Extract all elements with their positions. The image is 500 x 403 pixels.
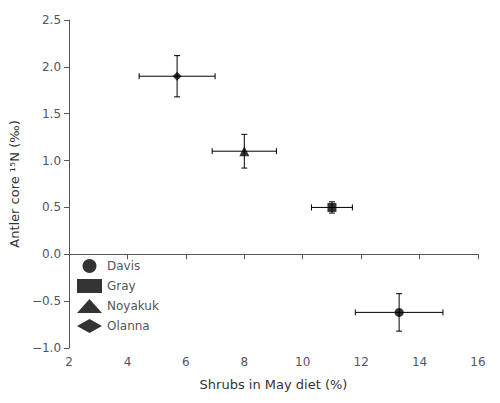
svg-text:−0.5: −0.5 (32, 294, 61, 308)
svg-text:−1.0: −1.0 (32, 341, 61, 355)
svg-text:Shrubs in May diet (%): Shrubs in May diet (%) (200, 377, 348, 392)
svg-text:2: 2 (65, 355, 73, 369)
svg-text:16: 16 (470, 355, 485, 369)
svg-text:Antler core ¹⁵N (‰): Antler core ¹⁵N (‰) (7, 120, 22, 247)
svg-text:6: 6 (182, 355, 190, 369)
svg-text:0.0: 0.0 (42, 247, 61, 261)
svg-text:2.0: 2.0 (42, 60, 61, 74)
svg-text:14: 14 (412, 355, 427, 369)
svg-text:1.0: 1.0 (42, 154, 61, 168)
svg-text:0.5: 0.5 (42, 200, 61, 214)
svg-text:8: 8 (240, 355, 248, 369)
svg-text:10: 10 (295, 355, 310, 369)
svg-text:Davis: Davis (107, 259, 140, 273)
svg-text:Gray: Gray (107, 279, 136, 293)
svg-text:Olanna: Olanna (107, 319, 150, 333)
svg-text:Noyakuk: Noyakuk (107, 299, 159, 313)
svg-text:4: 4 (124, 355, 132, 369)
svg-text:1.5: 1.5 (42, 107, 61, 121)
svg-text:2.5: 2.5 (42, 13, 61, 27)
svg-text:12: 12 (354, 355, 369, 369)
